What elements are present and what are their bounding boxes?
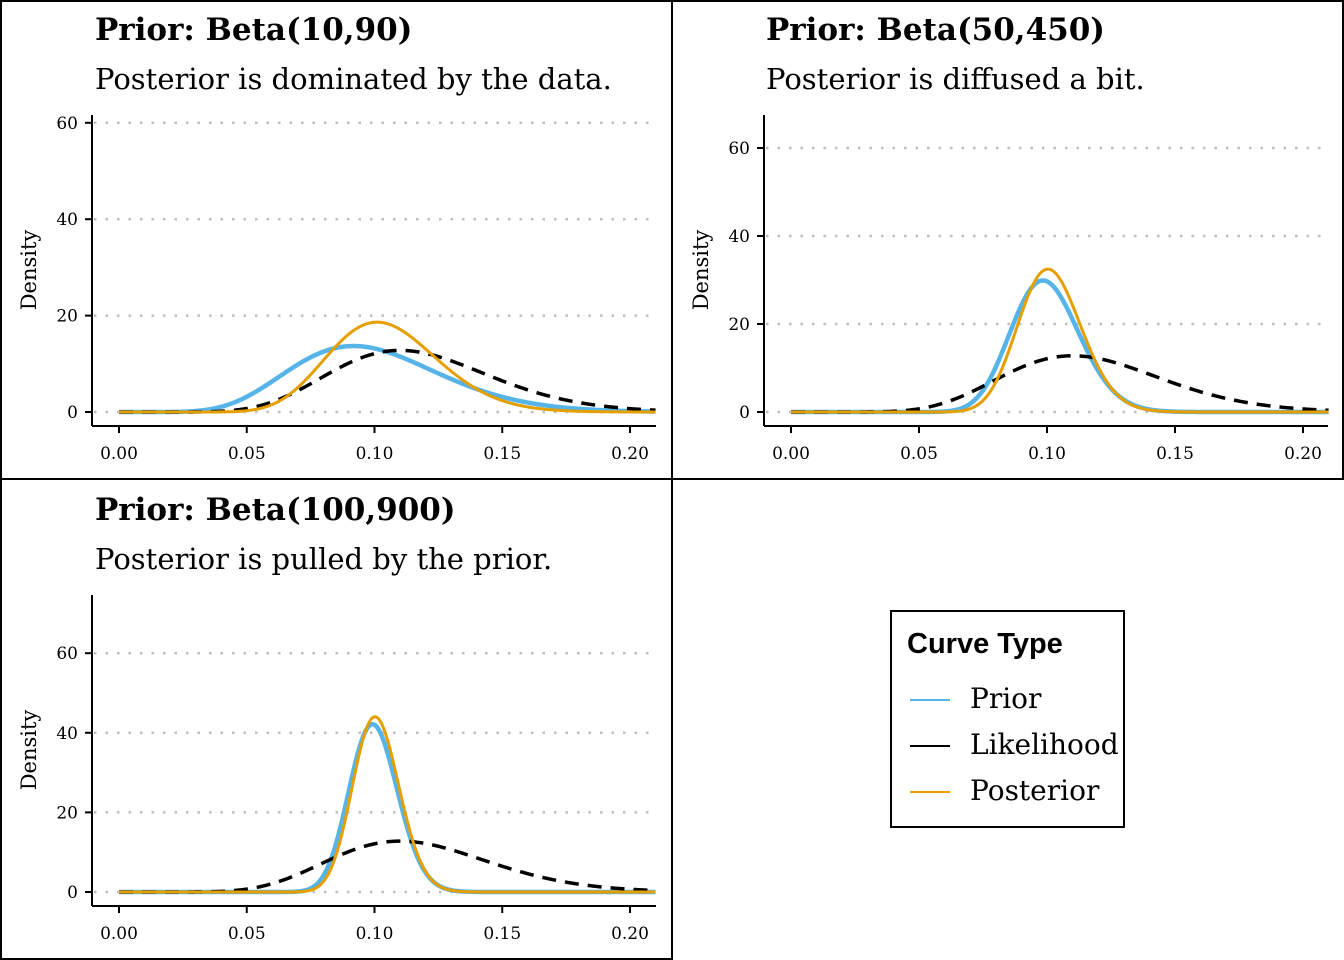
x-tick-label: 0.20 (1284, 444, 1322, 464)
x-tick-label: 0.00 (772, 444, 810, 464)
y-tick-label: 0 (67, 403, 78, 423)
x-tick-label: 0.05 (228, 444, 266, 464)
x-tick-label: 0.05 (228, 924, 266, 944)
y-tick-label: 20 (56, 307, 78, 327)
x-tick-label: 0.10 (1028, 444, 1066, 464)
y-tick-label: 40 (56, 210, 78, 230)
panel-prior-beta-50-450: Prior: Beta(50,450) Posterior is diffuse… (671, 0, 1344, 480)
legend-label: Likelihood (970, 728, 1119, 761)
panel-prior-beta-10-90: Prior: Beta(10,90) Posterior is dominate… (0, 0, 673, 480)
x-tick-label: 0.15 (1156, 444, 1194, 464)
legend: Curve Type Prior Likelihood Posterior (890, 610, 1125, 828)
panel-subtitle: Posterior is diffused a bit. (766, 62, 1145, 96)
series-posterior-line (118, 320, 656, 414)
y-axis-label: Density (689, 230, 713, 311)
x-tick-label: 0.10 (356, 444, 394, 464)
y-tick-label: 40 (728, 227, 750, 247)
x-tick-label: 0.10 (356, 924, 394, 944)
x-tick-label: 0.20 (611, 924, 649, 944)
y-tick-label: 20 (56, 803, 78, 823)
y-tick-label: 60 (56, 644, 78, 664)
y-axis-label: Density (17, 230, 41, 311)
y-axis-label: Density (17, 710, 41, 791)
legend-swatch-posterior (910, 791, 950, 793)
x-tick-label: 0.15 (483, 924, 521, 944)
legend-title: Curve Type (907, 628, 1063, 660)
y-tick-label: 60 (728, 139, 750, 159)
panel-title: Prior: Beta(10,90) (95, 12, 413, 48)
x-tick-label: 0.00 (100, 444, 138, 464)
series-likelihood-line (790, 354, 1330, 414)
y-tick-label: 20 (728, 315, 750, 335)
x-tick-label: 0.20 (611, 444, 649, 464)
legend-swatch-likelihood (910, 745, 950, 747)
legend-label: Posterior (970, 774, 1100, 807)
y-tick-label: 0 (67, 883, 78, 903)
series-posterior-line (790, 267, 1329, 414)
y-tick-label: 60 (56, 114, 78, 134)
x-tick-label: 0.05 (900, 444, 938, 464)
panel-subtitle: Posterior is dominated by the data. (95, 62, 612, 96)
y-tick-label: 40 (56, 724, 78, 744)
legend-label: Prior (970, 682, 1042, 715)
panel-title: Prior: Beta(50,450) (766, 12, 1105, 48)
series-prior-line (790, 278, 1330, 415)
panel-prior-beta-100-900: Prior: Beta(100,900) Posterior is pulled… (0, 478, 673, 960)
legend-swatch-prior (910, 699, 950, 701)
x-tick-label: 0.00 (100, 924, 138, 944)
panel-title: Prior: Beta(100,900) (95, 492, 456, 528)
series-posterior-line (118, 715, 656, 894)
series-prior-line (118, 343, 657, 415)
series-prior-line (118, 721, 657, 895)
x-tick-label: 0.15 (483, 444, 521, 464)
panel-subtitle: Posterior is pulled by the prior. (95, 542, 553, 576)
y-tick-label: 0 (739, 403, 750, 423)
series-likelihood-line (118, 839, 656, 894)
series-likelihood-line (118, 348, 656, 414)
